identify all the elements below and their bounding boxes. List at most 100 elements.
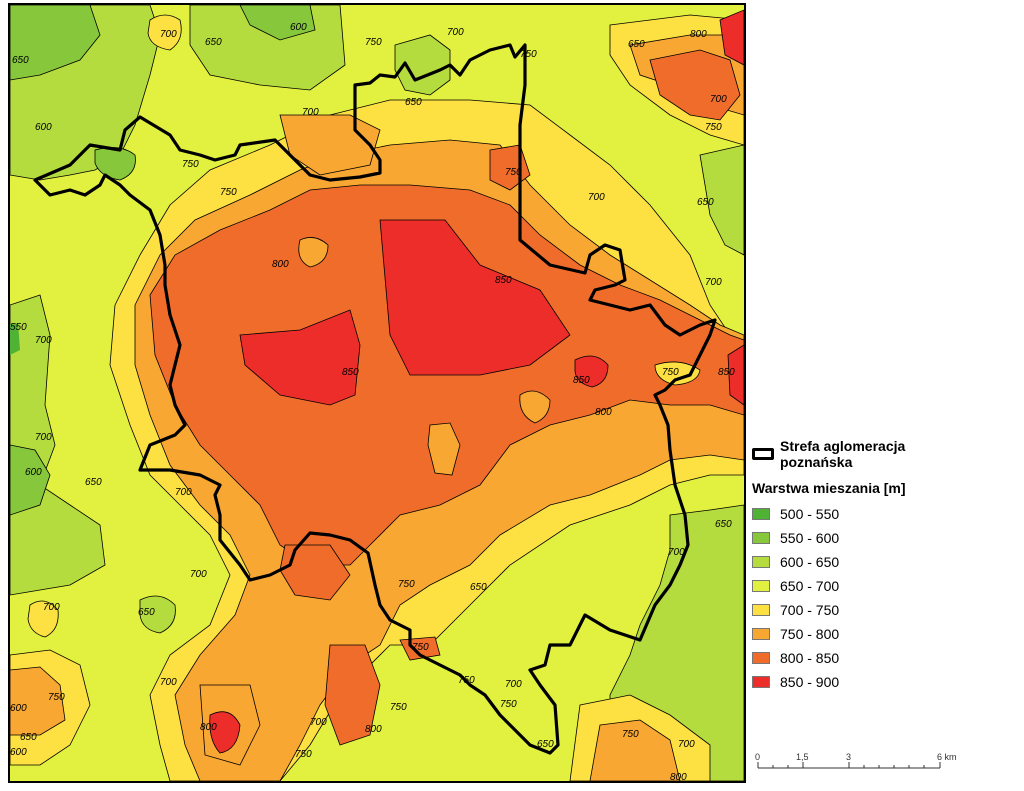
contour-label: 700 — [302, 107, 319, 118]
zone-550-600-nw — [10, 5, 101, 81]
contour-label: 650 — [537, 739, 554, 750]
contour-label: 750 — [705, 122, 722, 133]
scale-tick-2: 3 — [846, 752, 851, 762]
contour-label: 850 — [495, 275, 512, 286]
zone-850-900-pocket — [574, 355, 609, 388]
contour-label: 650 — [697, 197, 714, 208]
contour-label: 700 — [588, 192, 605, 203]
contour-label: 700 — [160, 29, 177, 40]
zone-550-600-w-strip — [10, 323, 20, 355]
contour-label: 800 — [670, 772, 687, 781]
contour-label: 750 — [182, 159, 199, 170]
contour-label: 650 — [405, 97, 422, 108]
zone-550-600-n — [239, 5, 316, 41]
scale-tick-1: 1,5 — [796, 752, 809, 762]
contour-label: 700 — [43, 602, 60, 613]
contour-label: 700 — [310, 717, 327, 728]
zone-600-650-west — [10, 294, 106, 596]
contour-label: 800 — [200, 722, 217, 733]
legend-item: 550 - 600 — [752, 526, 1022, 550]
contour-label: 800 — [595, 407, 612, 418]
zone-800-850-s2 — [324, 644, 381, 746]
contour-label: 800 — [365, 724, 382, 735]
contour-label: 850 — [573, 375, 590, 386]
contour-label: 750 — [662, 367, 679, 378]
scale-tick-3: 6 km — [937, 752, 957, 762]
contour-label: 850 — [718, 367, 735, 378]
contour-label: 700 — [447, 27, 464, 38]
contour-label: 750 — [458, 675, 475, 686]
contour-label: 750 — [398, 579, 415, 590]
legend-item: 800 - 850 — [752, 646, 1022, 670]
contour-label: 700 — [668, 547, 685, 558]
zone-600-650-pocket-s — [139, 595, 176, 634]
map-legend: Strefa aglomeracja poznańska Warstwa mie… — [752, 438, 1022, 694]
contour-label: 750 — [48, 692, 65, 703]
contour-label: 650 — [138, 607, 155, 618]
zone-700-750-pocket-w — [27, 600, 59, 638]
contour-label: 600 — [290, 22, 307, 33]
legend-swatch — [752, 532, 770, 544]
scale-tick-0: 0 — [755, 752, 760, 762]
contour-label: 700 — [678, 739, 695, 750]
zone-850-900-east — [727, 344, 744, 406]
legend-item: 750 - 800 — [752, 622, 1022, 646]
contour-label: 700 — [35, 335, 52, 346]
contour-label: 750 — [500, 699, 517, 710]
zone-750-800-pocket-c — [427, 422, 461, 476]
legend-boundary-label: Strefa aglomeracja poznańska — [780, 438, 906, 470]
legend-item-label: 600 - 650 — [780, 554, 840, 570]
contour-label: 650 — [85, 477, 102, 488]
legend-swatch — [752, 604, 770, 616]
contour-label: 700 — [705, 277, 722, 288]
contour-label: 600 — [35, 122, 52, 133]
contour-label: 650 — [715, 519, 732, 530]
contour-label: 750 — [520, 49, 537, 60]
legend-item-label: 500 - 550 — [780, 506, 840, 522]
zone-850-900-sw — [209, 711, 241, 754]
zone-850-900-center-west — [239, 309, 361, 406]
contour-label: 550 — [10, 322, 27, 333]
legend-swatch — [752, 628, 770, 640]
contour-label: 850 — [342, 367, 359, 378]
legend-item: 500 - 550 — [752, 502, 1022, 526]
legend-item-label: 650 - 700 — [780, 578, 840, 594]
zone-750-800-pocket-a — [298, 237, 329, 268]
contour-label: 750 — [390, 702, 407, 713]
contour-label: 700 — [190, 569, 207, 580]
legend-items: 500 - 550 550 - 600 600 - 650 650 - 700 … — [752, 502, 1022, 694]
mixing-layer-map: 700 650 600 650 750 700 750 650 650 800 … — [8, 3, 746, 783]
zone-600-650-east — [699, 144, 744, 256]
legend-item-label: 700 - 750 — [780, 602, 840, 618]
legend-boundary-entry: Strefa aglomeracja poznańska — [752, 438, 1022, 470]
zone-750-800-s — [589, 719, 681, 781]
contour-label: 650 — [205, 37, 222, 48]
contour-label: 750 — [622, 729, 639, 740]
contour-labels: 700 650 600 650 750 700 750 650 650 800 … — [10, 22, 735, 781]
legend-swatch — [752, 508, 770, 520]
contour-label: 750 — [412, 642, 429, 653]
legend-item: 600 - 650 — [752, 550, 1022, 574]
zone-850-900-center-east — [379, 219, 571, 376]
legend-item: 650 - 700 — [752, 574, 1022, 598]
legend-item: 850 - 900 — [752, 670, 1022, 694]
zone-750-800-sw — [10, 666, 66, 736]
legend-item-label: 850 - 900 — [780, 674, 840, 690]
contour-label: 600 — [10, 747, 27, 758]
legend-item-label: 750 - 800 — [780, 626, 840, 642]
legend-swatch — [752, 580, 770, 592]
contour-label: 750 — [505, 167, 522, 178]
legend-swatch — [752, 676, 770, 688]
scale-bar: 0 1,5 3 6 km — [754, 750, 974, 780]
zone-550-600-w — [10, 444, 51, 516]
contour-label: 600 — [25, 467, 42, 478]
zone-700-750-pocket-n — [147, 14, 182, 51]
contour-label: 650 — [12, 55, 29, 66]
zone-550-600-pocket — [94, 147, 136, 181]
contour-label: 800 — [272, 259, 289, 270]
zone-750-800-pocket-b — [519, 390, 551, 424]
legend-swatch — [752, 652, 770, 664]
legend-item-label: 550 - 600 — [780, 530, 840, 546]
zone-850-900-ne — [719, 9, 744, 66]
contour-label: 750 — [365, 37, 382, 48]
